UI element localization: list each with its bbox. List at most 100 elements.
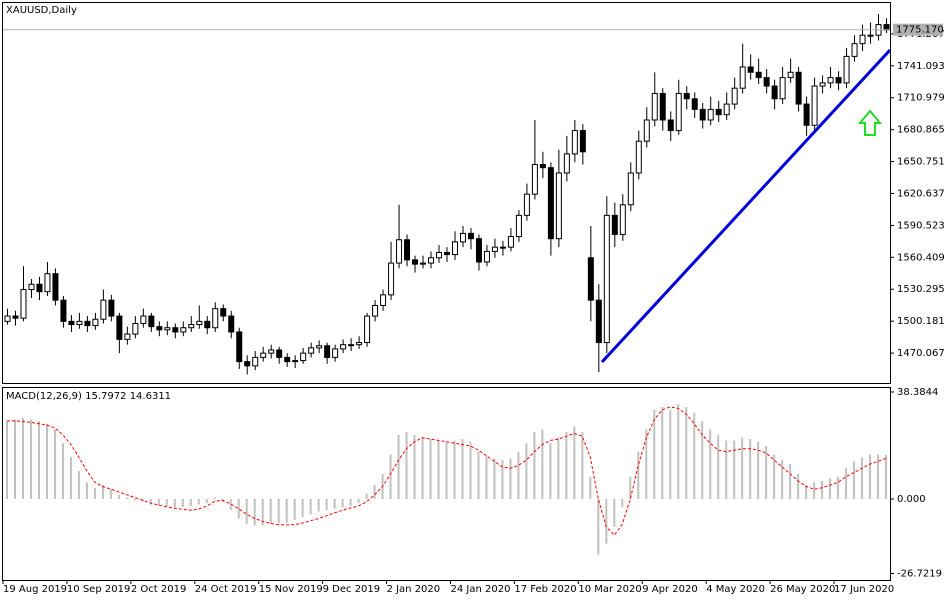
y-tick-label: 1710.979: [897, 93, 945, 104]
candle-body: [340, 344, 347, 350]
candle-body: [380, 294, 387, 306]
candle-body: [84, 320, 91, 327]
macd-bar: [61, 443, 64, 500]
macd-bar: [85, 482, 88, 500]
candle-body: [675, 92, 682, 132]
y-tick-label: 1680.865: [897, 125, 945, 136]
macd-bar: [205, 499, 208, 504]
candle-body: [76, 320, 83, 326]
candle-body: [555, 172, 562, 240]
candle-body: [579, 130, 586, 153]
macd-bar: [365, 493, 368, 500]
macd-bar: [501, 459, 504, 500]
candle-body: [252, 356, 259, 367]
candle-body: [691, 98, 698, 110]
candle-body: [811, 85, 818, 126]
macd-bar: [133, 499, 136, 501]
macd-bar: [213, 497, 216, 500]
macd-bar: [333, 499, 336, 509]
x-tick-label: 9 Apr 2020: [642, 584, 697, 595]
macd-bar: [485, 455, 488, 500]
candle-body: [651, 92, 658, 121]
candle-body: [827, 77, 834, 84]
macd-bar: [309, 499, 312, 515]
candle-body: [52, 273, 59, 301]
y-tick-label: 1590.523: [897, 220, 945, 231]
macd-bar: [277, 499, 280, 523]
macd-bar: [245, 499, 248, 525]
y-tick-label: 1741.093: [897, 61, 945, 72]
macd-bar: [405, 432, 408, 500]
candle-body: [507, 236, 514, 248]
x-tick-label: 17 Feb 2020: [514, 584, 576, 595]
macd-panel: [2, 387, 891, 581]
candle-body: [883, 24, 890, 31]
macd-bar: [541, 429, 544, 500]
macd-bar: [357, 499, 360, 504]
macd-bar: [877, 454, 880, 500]
candle-body: [196, 320, 203, 326]
macd-bar: [69, 457, 72, 500]
candle-body: [68, 320, 75, 326]
candle-body: [236, 331, 243, 363]
x-tick-label: 24 Jan 2020: [450, 584, 510, 595]
macd-bar: [637, 451, 640, 500]
candle-body: [819, 82, 826, 87]
candle-body: [316, 345, 323, 349]
macd-bar: [157, 499, 160, 506]
y-tick-label: 38.3844: [897, 387, 938, 398]
macd-bar: [181, 499, 184, 508]
macd-bar: [533, 432, 536, 500]
macd-bar: [117, 494, 120, 500]
trend-line: [600, 48, 892, 364]
macd-bar: [373, 485, 376, 500]
candle-body: [116, 315, 123, 340]
macd-bar: [237, 499, 240, 519]
candle-body: [867, 34, 874, 37]
candle-body: [348, 344, 355, 347]
candle-body: [180, 327, 187, 333]
macd-bar: [845, 468, 848, 500]
macd-bar: [53, 429, 56, 500]
candle-body: [643, 119, 650, 142]
macd-bar: [189, 499, 192, 506]
candle-body: [364, 315, 371, 344]
candle-body: [451, 241, 458, 256]
candle-body: [547, 167, 554, 240]
macd-bar: [701, 420, 704, 500]
candle-body: [595, 299, 602, 344]
candle-body: [92, 318, 99, 327]
macd-bar: [773, 454, 776, 500]
macd-bar: [29, 419, 32, 500]
y-tick-label: 0.000: [897, 494, 926, 505]
candle-body: [292, 360, 299, 363]
macd-bar: [565, 432, 568, 500]
macd-bar: [269, 499, 272, 525]
candle-body: [148, 315, 155, 328]
macd-bar: [789, 464, 792, 500]
candle-body: [156, 326, 163, 331]
candle-body: [723, 103, 730, 116]
macd-bar: [285, 499, 288, 523]
macd-main-value: 15.7972: [85, 391, 126, 402]
candle-body: [188, 324, 195, 329]
macd-bar: [509, 458, 512, 500]
candle-body: [659, 92, 666, 121]
candle-body: [515, 214, 522, 238]
candle-body: [531, 163, 538, 195]
y-tick-label: 1530.295: [897, 284, 945, 295]
macd-name: MACD(12,26,9): [6, 391, 82, 402]
candle-body: [308, 347, 315, 354]
macd-bar: [389, 454, 392, 500]
macd-bar: [445, 441, 448, 500]
macd-bar: [757, 441, 760, 500]
x-tick-label: 17 Jun 2020: [834, 584, 894, 595]
macd-bar: [21, 418, 24, 500]
candle-body: [212, 308, 219, 329]
candle-body: [715, 108, 722, 116]
macd-bar: [293, 499, 296, 520]
macd-bar: [469, 441, 472, 500]
candle-body: [124, 333, 131, 340]
candle-body: [635, 140, 642, 174]
